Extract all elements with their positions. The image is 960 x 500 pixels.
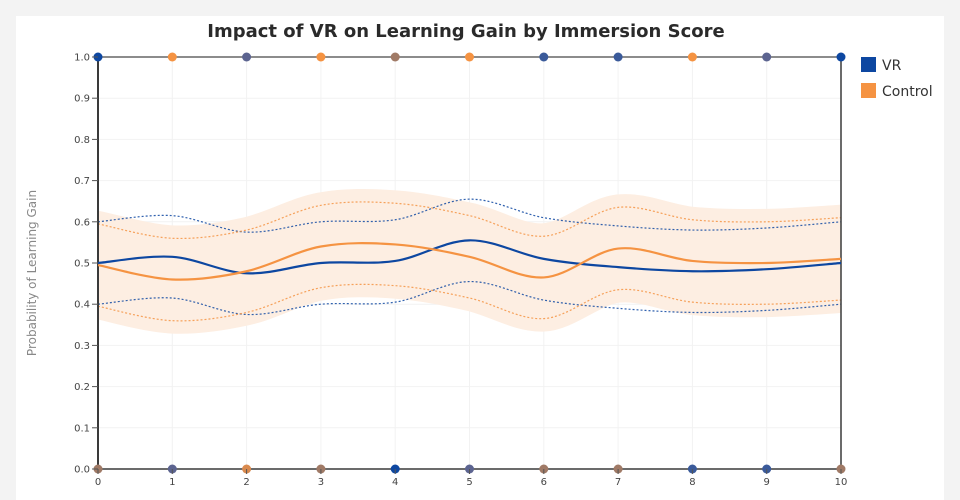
y-tick-label: 0.8 <box>74 135 90 146</box>
observed-points <box>93 52 846 474</box>
legend-item-control[interactable]: Control <box>861 83 933 100</box>
observed-point-1[interactable] <box>465 52 474 62</box>
x-tick-label: 6 <box>541 477 547 488</box>
x-tick-label: 5 <box>466 477 472 488</box>
legend-swatch <box>861 83 876 98</box>
x-tick-label: 0 <box>95 477 101 488</box>
observed-point-1[interactable] <box>687 52 697 62</box>
legend-swatch <box>861 57 876 72</box>
y-tick-label: 0.0 <box>74 465 90 476</box>
legend-item-vr[interactable]: VR <box>861 57 902 74</box>
legend-label: VR <box>882 58 902 74</box>
control-mean-line <box>97 242 842 281</box>
y-axis-ticks: 0.0 0.1 0.2 0.3 0.4 0.5 0.6 0.7 0.8 0.9 1.0 <box>74 53 98 476</box>
vr-mean-line <box>97 239 842 275</box>
x-tick-label: 4 <box>392 477 398 488</box>
x-tick-label: 7 <box>615 477 621 488</box>
y-tick-label: 0.6 <box>74 217 90 228</box>
x-tick-label: 1 <box>169 477 175 488</box>
x-axis-ticks: 0 1 2 3 4 5 6 7 8 9 10 <box>95 469 848 488</box>
x-tick-label: 2 <box>243 477 249 488</box>
y-axis-title: Probability of Learning Gain <box>25 190 39 356</box>
observed-point-1[interactable] <box>613 52 623 62</box>
vr-band-upper-line <box>97 198 842 233</box>
observed-point-1[interactable] <box>167 52 177 62</box>
y-tick-label: 0.1 <box>74 423 90 434</box>
chart-card: Impact of VR on Learning Gain by Immersi… <box>16 16 944 500</box>
mean-lines <box>97 239 842 281</box>
legend-label: Control <box>882 84 933 100</box>
confidence-band-fill <box>98 189 841 334</box>
chart-title: Impact of VR on Learning Gain by Immersi… <box>207 21 724 42</box>
observed-point-1[interactable] <box>836 52 846 62</box>
x-tick-label: 8 <box>689 477 695 488</box>
y-tick-label: 0.3 <box>74 341 90 352</box>
observed-point-1[interactable] <box>316 52 326 62</box>
y-tick-label: 0.4 <box>74 300 90 311</box>
y-tick-label: 0.2 <box>74 382 90 393</box>
x-tick-label: 10 <box>835 477 848 488</box>
observed-point-1[interactable] <box>762 52 772 62</box>
y-tick-label: 0.9 <box>74 94 90 105</box>
y-tick-label: 0.7 <box>74 176 90 187</box>
y-tick-label: 1.0 <box>74 53 90 64</box>
observed-point-1[interactable] <box>242 52 252 62</box>
observed-point-1[interactable] <box>539 52 549 62</box>
control-band-lower-line <box>97 283 842 322</box>
vr-band-lower-line <box>97 280 842 316</box>
x-tick-label: 3 <box>318 477 324 488</box>
observed-point-1[interactable] <box>390 52 400 62</box>
confidence-band-lines <box>97 198 842 322</box>
y-tick-label: 0.5 <box>74 259 90 270</box>
control-band-upper-line <box>97 201 842 240</box>
chart: Impact of VR on Learning Gain by Immersi… <box>25 21 933 488</box>
x-tick-label: 9 <box>764 477 770 488</box>
control-band-area <box>98 189 841 334</box>
legend: VR Control <box>861 57 933 100</box>
